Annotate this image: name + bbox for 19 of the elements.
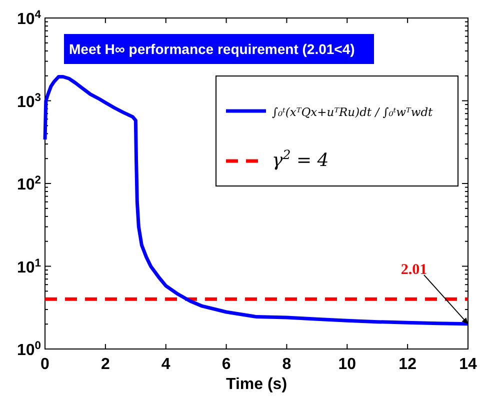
x-tick-label: 6: [222, 356, 231, 373]
x-tick-label: 8: [282, 356, 292, 373]
y-tick-label: 10$^{0}$: [16, 340, 41, 359]
annotation: 2.01: [400, 262, 428, 278]
x-axis-title: Time (s): [226, 376, 288, 393]
x-tick-label: 12: [398, 356, 417, 373]
x-tick-label: 0: [40, 356, 50, 373]
x-tick-label: 4: [161, 356, 170, 373]
x-tick-label: 10: [338, 356, 356, 373]
legend-label: γ$^{2}$ = 4: [272, 146, 329, 171]
y-tick-label: 10$^{1}$: [16, 257, 41, 276]
legend-label: ∫₀ᵗ(xᵀQx+uᵀRu)dt / ∫₀ᵗwᵀwdt: [272, 105, 434, 119]
y-tick-label: 10$^{4}$: [16, 9, 42, 28]
y-tick-label: 10$^{3}$: [16, 92, 41, 111]
y-tick-label: 10$^{2}$: [16, 174, 41, 194]
x-tick-label: 14: [459, 356, 477, 373]
line-series: [43, 75, 470, 326]
text: Meet H∞ performance requirement (2.01<4): [69, 41, 355, 57]
x-tick-label: 2: [100, 356, 110, 373]
